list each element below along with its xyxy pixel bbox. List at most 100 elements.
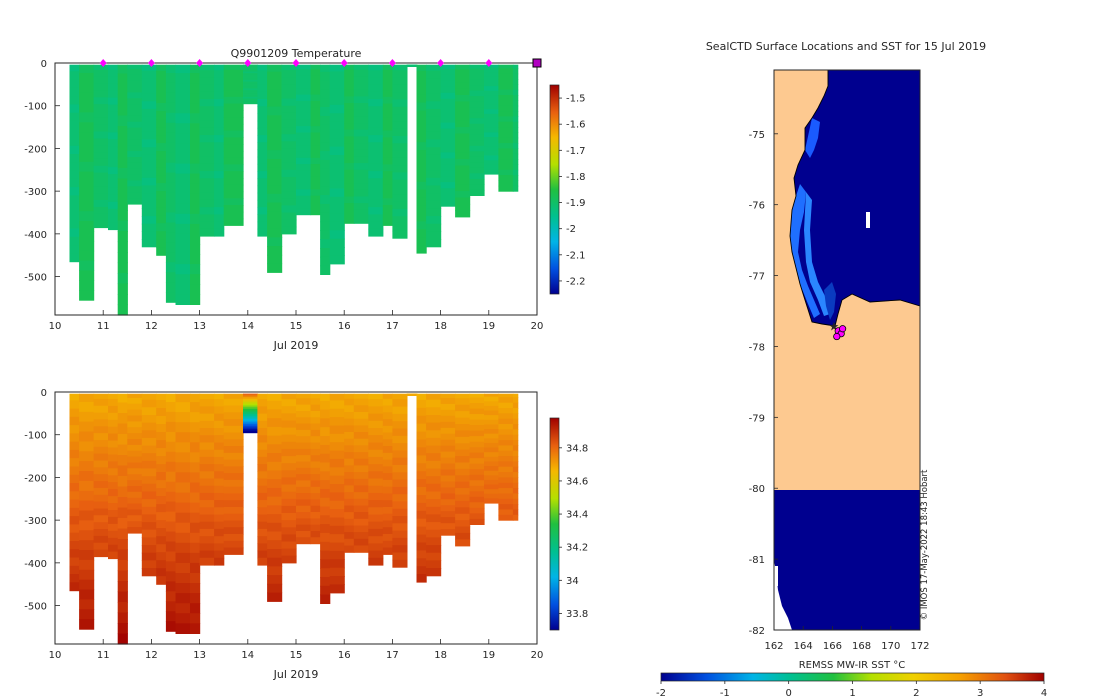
- profile-cell: [214, 399, 225, 407]
- profile-cell: [310, 119, 321, 127]
- profile-cell: [141, 139, 157, 148]
- profile-cell: [117, 423, 128, 435]
- profile-cell: [127, 503, 143, 511]
- profile-cell: [368, 185, 384, 194]
- profile-cell: [199, 399, 215, 407]
- profile-cell: [117, 136, 128, 148]
- profile-cell: [175, 452, 191, 463]
- profile-cell: [368, 521, 384, 530]
- profile-cell: [353, 143, 369, 151]
- profile-cell: [368, 420, 384, 429]
- profile-cell: [310, 398, 321, 406]
- profile-cell: [281, 520, 297, 528]
- profile-cell: [440, 200, 456, 207]
- profile-cell: [455, 88, 471, 96]
- profile-cell: [141, 93, 157, 102]
- profile-cell: [127, 427, 143, 434]
- profile-cell: [320, 532, 331, 543]
- profile-cell: [190, 143, 201, 155]
- profile-cell: [267, 505, 283, 515]
- profile-cell: [223, 398, 244, 407]
- profile-cell: [281, 484, 297, 493]
- profile-cell: [392, 223, 408, 232]
- profile-cell: [156, 512, 167, 521]
- profile-cell: [440, 170, 456, 177]
- salinity-colorbar: [549, 417, 560, 631]
- profile-cell: [108, 398, 119, 407]
- profile-cell: [127, 415, 143, 422]
- profile-cell: [127, 480, 143, 487]
- profile-cell: [310, 195, 321, 203]
- profile-cell: [498, 127, 514, 133]
- profile-cell: [469, 79, 485, 86]
- profile-cell: [310, 448, 321, 456]
- profile-cell: [165, 521, 177, 533]
- profile-cell: [416, 495, 427, 504]
- profile-cell: [141, 491, 157, 500]
- profile-cell: [392, 530, 408, 539]
- profile-cell: [141, 170, 157, 179]
- profile-cell: [469, 408, 485, 415]
- profile-cell: [69, 145, 80, 155]
- profile-cell: [469, 107, 485, 114]
- profile-cell: [257, 149, 268, 158]
- profile-cell: [353, 69, 369, 77]
- profile-cell: [469, 162, 485, 169]
- profile-cell: [426, 78, 442, 87]
- profile-cell: [223, 144, 244, 152]
- profile-cell: [223, 110, 244, 118]
- profile-cell: [93, 542, 109, 551]
- y-tick-label: -200: [24, 144, 47, 155]
- profile-cell: [141, 223, 157, 232]
- profile-cell: [296, 411, 312, 418]
- profile-cell: [353, 176, 369, 184]
- profile-cell: [165, 242, 177, 253]
- profile-cell: [69, 441, 80, 451]
- profile-cell: [329, 458, 345, 468]
- profile-cell: [455, 133, 471, 141]
- profile-cell: [353, 418, 369, 426]
- profile-cell: [416, 487, 427, 496]
- profile-cell: [223, 191, 244, 199]
- profile-cell: [243, 403, 259, 407]
- profile-cell: [512, 185, 519, 192]
- profile-cell: [455, 393, 471, 399]
- profile-cell: [267, 97, 283, 108]
- profile-cell: [368, 536, 384, 544]
- profile-cell: [320, 550, 331, 560]
- profile-cell: [469, 140, 485, 147]
- profile-cell: [141, 460, 157, 470]
- profile-cell: [296, 195, 312, 203]
- profile-cell: [426, 522, 442, 531]
- profile-cell: [108, 208, 119, 217]
- profile-cell: [141, 430, 157, 439]
- x-tick-label: 18: [434, 650, 447, 661]
- profile-cell: [117, 455, 128, 467]
- profile-cell: [382, 96, 393, 105]
- profile-cell: [440, 511, 456, 518]
- profile-cell: [257, 449, 268, 458]
- profile-cell: [267, 64, 283, 73]
- profile-cell: [69, 541, 80, 550]
- profile-cell: [281, 456, 297, 464]
- profile-cell: [199, 449, 215, 458]
- profile-cell: [392, 194, 408, 203]
- profile-cell: [368, 163, 384, 172]
- profile-cell: [512, 504, 519, 510]
- profile-cell: [156, 456, 167, 465]
- profile-cell: [310, 461, 321, 469]
- map-x-tick-label: 168: [852, 641, 871, 652]
- profile-cell: [223, 171, 244, 179]
- profile-cell: [141, 86, 157, 95]
- profile-cell: [329, 129, 345, 139]
- sst-colorbar-tick-label: 2: [913, 688, 919, 699]
- profile-cell: [141, 108, 157, 118]
- profile-cell: [426, 93, 442, 102]
- ice-edge: [774, 566, 778, 586]
- profile-cell: [117, 465, 128, 477]
- profile-cell: [416, 574, 427, 583]
- profile-cell: [484, 433, 500, 439]
- profile-cell: [512, 73, 519, 80]
- profile-cell: [214, 456, 225, 465]
- profile-cell: [281, 427, 297, 436]
